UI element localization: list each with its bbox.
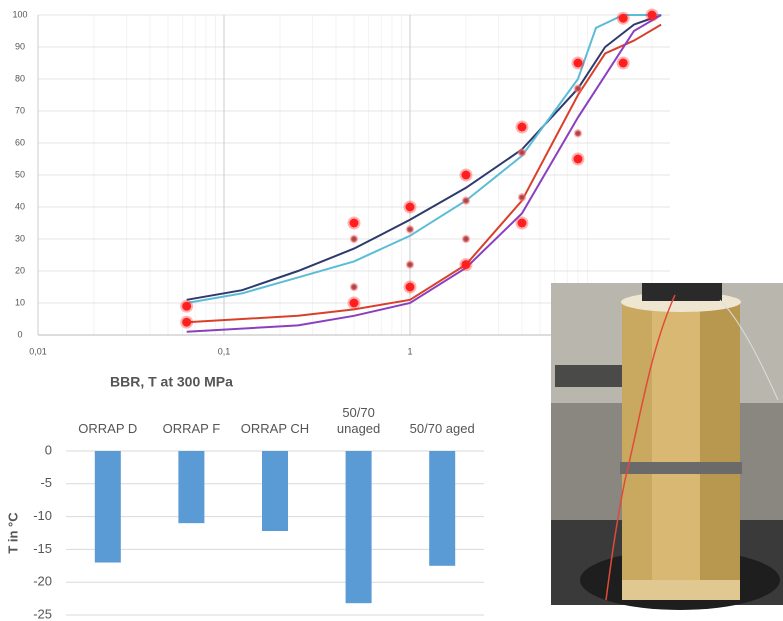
data-point [515, 216, 529, 230]
data-point [347, 216, 361, 230]
y-tick-label: -25 [33, 606, 52, 621]
x-tick-label: 0,01 [29, 346, 47, 356]
y-tick-label: 90 [15, 41, 25, 51]
y-tick-label: 10 [15, 297, 25, 307]
data-point [405, 225, 415, 234]
y-tick-label: 50 [15, 169, 25, 179]
line-series [186, 14, 662, 304]
data-point [573, 129, 583, 138]
x-tick-label: 0,1 [218, 346, 231, 356]
bar [94, 451, 121, 563]
data-point [405, 260, 415, 269]
data-point [459, 168, 473, 182]
data-point [616, 56, 630, 70]
data-point [517, 148, 527, 157]
y-tick-label: 100 [12, 9, 27, 19]
x-tick-label: ORRAP F [162, 421, 221, 436]
y-tick-label: -5 [40, 475, 52, 490]
y-tick-label: 20 [15, 265, 25, 275]
y-tick-label: -10 [33, 508, 52, 523]
x-tick-label: 1 [407, 346, 412, 356]
data-point [573, 84, 583, 93]
data-point [349, 282, 359, 292]
bar-chart-title: BBR, T at 300 MPa [110, 374, 233, 390]
data-point [403, 200, 417, 214]
data-point [616, 11, 630, 25]
x-tick-label: 50/70 aged [409, 421, 475, 436]
data-point [645, 8, 659, 22]
bar [429, 451, 456, 566]
data-point [461, 234, 471, 244]
line-series [186, 14, 662, 301]
data-point [461, 196, 471, 205]
data-point [347, 296, 361, 310]
y-tick-label: -20 [33, 574, 52, 589]
bar [178, 451, 205, 524]
y-axis-label: T in °C [5, 512, 20, 554]
data-point [349, 234, 359, 244]
y-tick-label: 0 [45, 442, 52, 457]
photo [551, 283, 783, 610]
data-point [571, 152, 585, 166]
data-point [180, 315, 194, 329]
y-tick-label: -15 [33, 541, 52, 556]
data-point [180, 299, 194, 313]
bar [345, 451, 372, 604]
y-tick-label: 80 [15, 73, 25, 83]
data-point [403, 280, 417, 294]
data-point [515, 120, 529, 134]
data-point [459, 258, 473, 272]
y-tick-label: 30 [15, 233, 25, 243]
line-series [186, 23, 662, 324]
x-tick-label: ORRAP D [78, 421, 138, 436]
y-tick-label: 60 [15, 137, 25, 147]
y-tick-label: 0 [17, 329, 22, 339]
x-tick-label: ORRAP CH [240, 421, 310, 436]
y-tick-label: 70 [15, 105, 25, 115]
data-point [517, 193, 527, 202]
bar [262, 451, 288, 532]
y-tick-label: 40 [15, 201, 25, 211]
data-point [571, 56, 585, 70]
x-tick-label: 50/70 unaged [336, 405, 381, 436]
